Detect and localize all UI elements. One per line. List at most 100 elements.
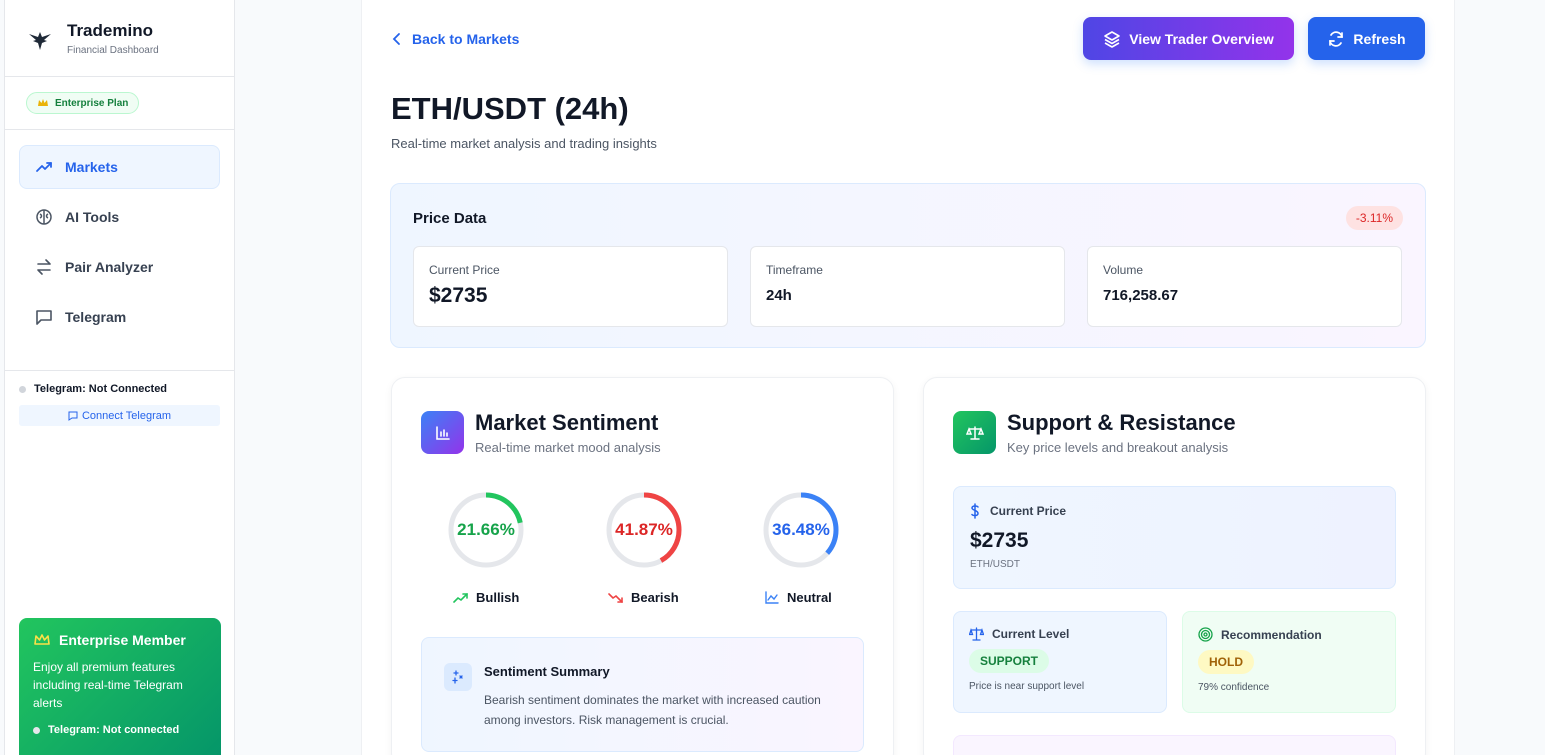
market-sentiment-title: Market Sentiment (475, 410, 659, 435)
market-sentiment-card: Market Sentiment Real-time market mood a… (391, 377, 894, 755)
current-level-badge: SUPPORT (969, 649, 1050, 673)
current-price-value: $2735 (429, 284, 488, 307)
member-title: Enterprise Member (59, 632, 186, 648)
scale-icon (953, 411, 996, 454)
telegram-status-text: Telegram: Not Connected (34, 383, 168, 395)
bearish-value: 41.87% (615, 520, 673, 539)
main-content: Back to Markets View Trader Overview Ref… (361, 0, 1455, 755)
sidebar-item-markets[interactable]: Markets (19, 145, 220, 189)
view-trader-overview-button[interactable]: View Trader Overview (1083, 17, 1294, 60)
telegram-status: Telegram: Not Connected Connect Telegram (5, 371, 234, 426)
bearish-label-text: Bearish (631, 590, 679, 605)
bullish-value: 21.66% (457, 520, 515, 539)
page-title: ETH/USDT (24h) (391, 91, 629, 126)
bar-chart-icon (421, 411, 464, 454)
sr-current-price-value: $2735 (970, 529, 1029, 552)
volume-label: Volume (1103, 263, 1144, 277)
timeframe-box: Timeframe 24h (750, 246, 1065, 327)
bearish-gauge: 41.87% (605, 491, 683, 569)
overview-label: View Trader Overview (1129, 30, 1274, 47)
sidebar-item-label: AI Tools (65, 209, 120, 225)
status-dot (33, 726, 40, 734)
recommendation-note: 79% confidence (1198, 682, 1270, 693)
neutral-label-text: Neutral (787, 590, 832, 605)
price-data-title: Price Data (413, 210, 487, 227)
bearish-label: Bearish (608, 590, 679, 605)
trending-down-icon (608, 592, 623, 603)
current-level-box: Current Level SUPPORT Price is near supp… (953, 611, 1167, 713)
connect-telegram-label: Connect Telegram (81, 409, 172, 422)
target-icon (1198, 627, 1213, 642)
sidebar: Trademino Financial Dashboard Enterprise… (4, 0, 235, 755)
back-label: Back to Markets (412, 31, 520, 47)
member-text: Enjoy all premium features including rea… (33, 660, 183, 710)
timeframe-value: 24h (766, 287, 792, 304)
sparkles-icon (444, 663, 472, 691)
back-to-markets-link[interactable]: Back to Markets (392, 31, 519, 47)
connect-telegram-button[interactable]: Connect Telegram (19, 405, 220, 426)
line-chart-icon (765, 591, 779, 604)
layers-icon (1104, 30, 1121, 48)
current-price-label: Current Price (429, 263, 500, 277)
member-telegram-status: Telegram: Not connected (48, 724, 180, 736)
scale-icon (969, 627, 984, 641)
neutral-gauge: 36.48% (762, 491, 840, 569)
support-resistance-card: Support & Resistance Key price levels an… (923, 377, 1426, 755)
bearish-gauge-arc (606, 492, 682, 568)
market-sentiment-subtitle: Real-time market mood analysis (475, 440, 661, 455)
message-square-icon (36, 310, 52, 325)
current-level-label: Current Level (992, 627, 1070, 641)
price-data-card: Price Data -3.11% Current Price $2735 Ti… (390, 183, 1426, 348)
plan-label: Enterprise Plan (55, 97, 129, 109)
recommendation-box: Recommendation HOLD 79% confidence (1182, 611, 1396, 713)
trending-up-icon (453, 592, 468, 603)
additional-analysis-box (953, 735, 1396, 755)
sentiment-summary-title: Sentiment Summary (484, 664, 610, 679)
sr-current-price-label: Current Price (990, 504, 1067, 518)
brand-subtitle: Financial Dashboard (67, 44, 159, 56)
sidebar-item-telegram[interactable]: Telegram (19, 295, 220, 339)
sentiment-summary-text: Bearish sentiment dominates the market w… (484, 693, 821, 727)
crown-icon (34, 634, 50, 645)
dollar-icon (971, 503, 979, 519)
bullish-gauge: 21.66% (447, 491, 525, 569)
brand-name: Trademino (67, 20, 153, 40)
timeframe-label: Timeframe (766, 263, 823, 277)
sidebar-item-pair-analyzer[interactable]: Pair Analyzer (19, 245, 220, 289)
sidebar-item-ai-tools[interactable]: AI Tools (19, 195, 220, 239)
refresh-label: Refresh (1353, 30, 1406, 47)
sidebar-nav: Markets AI Tools Pair Analyzer Telegram (5, 130, 234, 371)
sidebar-item-label: Markets (65, 159, 118, 175)
neutral-label: Neutral (765, 590, 832, 605)
price-change-badge: -3.11% (1345, 206, 1403, 230)
current-price-box: Current Price $2735 (413, 246, 728, 327)
arrows-swap-icon (37, 259, 51, 275)
support-resistance-title: Support & Resistance (1007, 410, 1236, 435)
brain-icon (36, 209, 52, 225)
recommendation-label: Recommendation (1221, 627, 1322, 642)
neutral-gauge-arc (763, 492, 839, 568)
sidebar-item-label: Telegram (65, 309, 127, 325)
crown-icon (38, 99, 48, 106)
volume-value: 716,258.67 (1103, 287, 1179, 304)
current-level-note: Price is near support level (969, 681, 1085, 692)
sidebar-item-label: Pair Analyzer (65, 259, 154, 275)
message-square-icon (68, 411, 78, 421)
refresh-icon (1329, 30, 1344, 47)
page-subtitle: Real-time market analysis and trading in… (391, 136, 657, 151)
recommendation-badge: HOLD (1198, 650, 1254, 674)
chevron-left-icon (392, 33, 400, 45)
bullish-gauge-arc (448, 492, 524, 568)
refresh-button[interactable]: Refresh (1308, 17, 1425, 60)
neutral-value: 36.48% (772, 520, 830, 539)
bullish-label-text: Bullish (476, 590, 520, 605)
volume-box: Volume 716,258.67 (1087, 246, 1402, 327)
sentiment-summary: Sentiment Summary Bearish sentiment domi… (421, 637, 864, 752)
sr-current-price-box: Current Price $2735 ETH/USDT (953, 486, 1396, 589)
enterprise-member-card: Enterprise Member Enjoy all premium feat… (19, 618, 221, 755)
bullish-label: Bullish (453, 590, 519, 605)
brand[interactable]: Trademino Financial Dashboard (5, 0, 234, 77)
eagle-logo-icon (29, 32, 51, 50)
plan-badge: Enterprise Plan (26, 92, 140, 114)
sr-pair: ETH/USDT (970, 559, 1020, 570)
